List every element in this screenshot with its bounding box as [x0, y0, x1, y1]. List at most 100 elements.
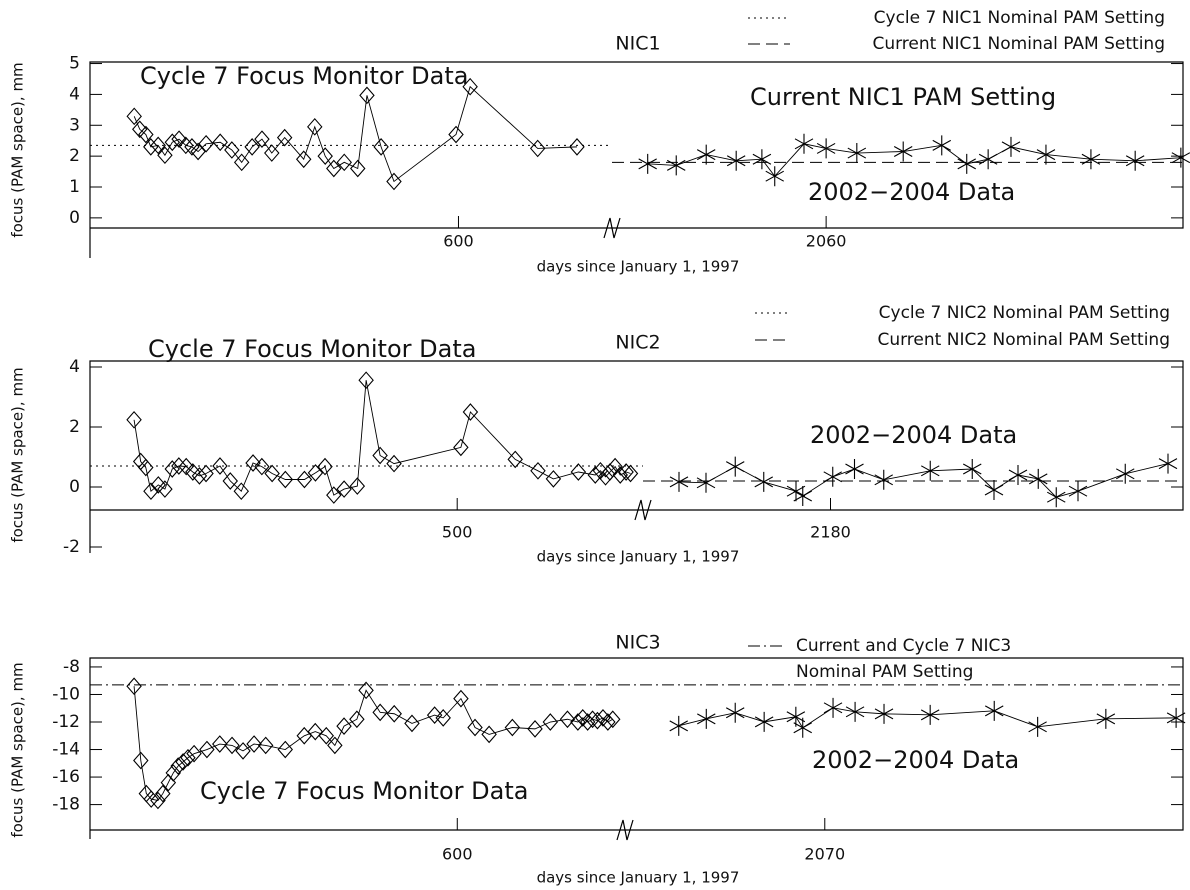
y-tick-label: -14 — [52, 740, 80, 760]
diamond-marker — [170, 757, 186, 775]
diamond-marker — [184, 138, 200, 156]
diamond-marker — [233, 482, 250, 501]
diamond-marker — [254, 130, 270, 149]
diamond-marker — [165, 764, 181, 782]
diamond-marker — [198, 464, 214, 483]
diamond-marker — [545, 470, 562, 488]
asterisk-marker — [1028, 468, 1048, 489]
diamond-marker — [295, 150, 312, 169]
asterisk-marker — [957, 153, 977, 174]
diamond-marker — [155, 784, 171, 803]
diamond-marker — [605, 710, 621, 729]
y-tick-label: 1 — [69, 177, 80, 197]
diamond-marker — [575, 709, 591, 727]
y-tick-label: 2 — [69, 417, 80, 437]
diamond-marker — [559, 710, 576, 729]
diamond-marker — [257, 736, 274, 755]
asterisk-marker — [920, 704, 940, 725]
series-line — [678, 463, 1169, 498]
panel-title: NIC1 — [615, 33, 660, 55]
diamond-marker — [150, 136, 166, 155]
diamond-marker — [349, 710, 365, 729]
diamond-marker — [175, 753, 191, 771]
asterisk-marker — [984, 700, 1004, 721]
diamond-marker — [317, 147, 333, 165]
diamond-marker — [386, 704, 402, 723]
diamond-marker — [180, 748, 196, 767]
y-tick-label: 4 — [69, 84, 80, 104]
plot-frame — [89, 657, 1184, 839]
diamond-marker — [404, 714, 420, 733]
asterisk-marker — [932, 135, 952, 156]
diamond-marker — [307, 117, 323, 136]
diamond-marker — [600, 713, 616, 731]
diamond-marker — [264, 464, 280, 483]
asterisk-marker — [1171, 147, 1190, 168]
asterisk-marker — [984, 480, 1004, 500]
diamond-marker — [618, 463, 634, 481]
diamond-marker — [318, 726, 335, 745]
panel-title: NIC3 — [615, 632, 660, 654]
diamond-marker — [133, 751, 149, 770]
series-line — [678, 707, 1177, 729]
asterisk-marker — [1008, 465, 1028, 485]
diamond-marker — [277, 740, 293, 759]
diamond-marker — [235, 742, 251, 760]
asterisk-marker — [1115, 463, 1135, 484]
plot-frame — [89, 61, 1184, 258]
diamond-marker — [462, 77, 478, 96]
diamond-marker — [336, 717, 352, 735]
asterisk-marker — [1028, 716, 1047, 737]
y-axis-label: focus (PAM space), mm — [9, 62, 27, 237]
legend-label: Current and Cycle 7 NIC3 — [796, 636, 1011, 656]
y-tick-label: -10 — [52, 684, 80, 704]
diamond-marker — [453, 689, 469, 708]
asterisk-marker — [962, 459, 982, 479]
diamond-marker — [150, 476, 167, 494]
diamond-marker — [349, 477, 366, 495]
y-tick-label: -18 — [52, 795, 80, 815]
diamond-marker — [386, 172, 402, 191]
y-tick-label: 2 — [69, 146, 80, 166]
diamond-marker — [224, 141, 240, 159]
diamond-marker — [481, 725, 497, 744]
diamond-marker — [326, 486, 342, 504]
diamond-marker — [336, 480, 352, 498]
panel: -8 -10 -12 -14 -16 -18 focus (PAM space), mm da… — [9, 632, 1186, 887]
x-tick-label: 2060 — [806, 232, 847, 251]
diamond-marker — [143, 482, 159, 501]
diamond-marker — [462, 403, 479, 421]
legend-label: Cycle 7 NIC1 Nominal PAM Setting — [874, 8, 1165, 28]
diamond-marker — [448, 125, 464, 144]
axis-break — [634, 499, 652, 521]
asterisk-marker — [816, 138, 836, 159]
diamond-marker — [336, 153, 352, 172]
diamond-marker — [132, 120, 148, 139]
diamond-marker — [372, 703, 388, 722]
diamond-marker — [191, 467, 208, 485]
diamond-marker — [245, 454, 261, 472]
panel: 0 1 2 3 4 5 focus (PAM space), mm days since Ja… — [9, 8, 1190, 276]
diamond-marker — [504, 718, 521, 737]
legend-label: Nominal PAM Setting — [796, 662, 973, 682]
asterisk-marker — [786, 481, 806, 502]
asterisk-marker — [978, 149, 998, 170]
x-tick-label: 2070 — [804, 845, 845, 864]
diamond-marker — [254, 457, 270, 476]
diamond-marker — [622, 464, 639, 483]
diamond-marker — [199, 740, 215, 759]
asterisk-marker — [1166, 707, 1186, 728]
asterisk-marker — [1125, 150, 1145, 171]
asterisk-marker — [823, 466, 843, 487]
diamond-marker — [435, 709, 451, 727]
diamond-marker — [138, 458, 154, 477]
y-tick-label: -16 — [52, 767, 80, 787]
asterisk-marker — [1158, 453, 1178, 474]
y-tick-label: 4 — [69, 357, 80, 377]
diamond-marker — [138, 125, 154, 144]
asterisk-marker — [845, 701, 865, 722]
asterisk-marker — [754, 471, 774, 492]
diamond-marker — [212, 133, 228, 152]
y-tick-label: -12 — [52, 712, 80, 732]
axis-break — [603, 217, 621, 239]
